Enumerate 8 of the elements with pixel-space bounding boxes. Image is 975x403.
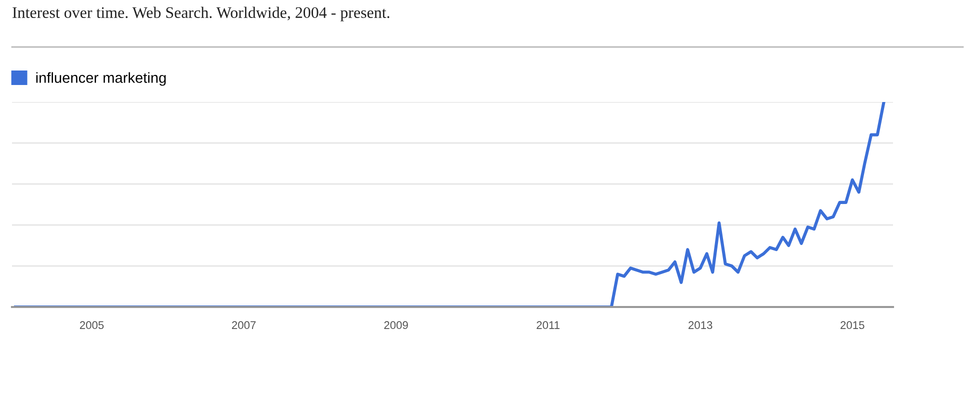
chart-title: Interest over time. Web Search. Worldwide, 2004 - present. (12, 6, 390, 22)
x-tick-label: 2005 (80, 321, 104, 330)
x-tick-label: 2015 (840, 321, 864, 330)
legend-label: influencer marketing (36, 72, 166, 86)
x-tick-label: 2007 (232, 321, 256, 330)
x-tick-label: 2013 (688, 321, 712, 330)
x-tick-label: 2011 (536, 321, 560, 330)
x-tick-label: 2009 (384, 321, 408, 330)
